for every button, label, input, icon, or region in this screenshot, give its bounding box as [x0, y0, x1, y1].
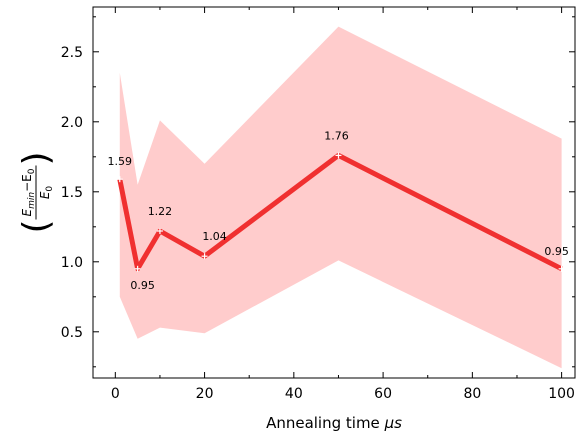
tick-layer: 0 20 40 60 80 100 0.5 1.0 1.5 2.0 2.5: [61, 7, 575, 402]
data-label: 1.04: [202, 230, 227, 243]
data-point: [116, 176, 123, 183]
x-axis-label: Annealing time μs: [266, 414, 402, 432]
y-label-denominator: E0: [38, 186, 55, 200]
x-tick-label: 60: [374, 386, 392, 402]
x-tick-label: 80: [463, 386, 481, 402]
plot-frame: [92, 6, 576, 379]
x-tick-label: 100: [548, 386, 575, 402]
series-line: [117, 152, 563, 272]
y-tick-label: 1.0: [61, 255, 83, 271]
data-point: [134, 265, 141, 272]
confidence-band-layer: [119, 26, 562, 369]
data-point: [201, 253, 208, 260]
y-tick-label: 1.5: [61, 185, 83, 201]
data-point: [156, 228, 163, 234]
data-label: 1.76: [324, 129, 349, 142]
data-label: 1.22: [148, 205, 173, 218]
data-label: 0.95: [544, 245, 569, 258]
data-label: 0.95: [130, 279, 155, 292]
data-point: [558, 265, 565, 272]
x-tick-label: 0: [111, 386, 120, 402]
x-tick-label: 40: [285, 386, 303, 402]
y-tick-label: 2.0: [61, 115, 83, 131]
y-tick-label: 2.5: [61, 45, 83, 61]
series-line-layer: [117, 152, 563, 272]
y-label-numerator: Emin−E0: [20, 168, 37, 216]
data-point: [335, 152, 342, 159]
x-tick-label: 20: [196, 386, 214, 402]
y-axis-label: ( Emin−E0 E0 ): [16, 151, 57, 233]
y-tick-label: 0.5: [61, 325, 83, 341]
data-point-layer: [116, 152, 565, 272]
y-label-paren-open: (: [16, 219, 57, 233]
data-label: 1.59: [108, 155, 133, 168]
data-label-layer: 1.59 0.95 1.22 1.04 1.76 0.95: [108, 129, 569, 291]
y-label-paren-close: ): [16, 151, 57, 165]
confidence-band: [119, 26, 562, 369]
